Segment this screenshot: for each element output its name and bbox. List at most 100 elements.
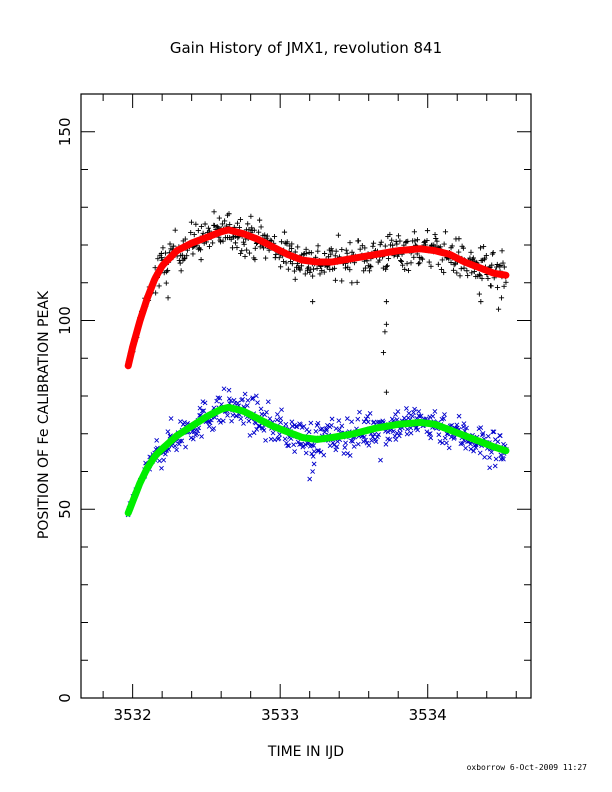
data-point-series-1	[485, 275, 491, 282]
data-point-series-1	[383, 263, 390, 270]
data-point-series-1	[283, 260, 289, 266]
data-point-series-2	[404, 431, 410, 437]
data-point-series-2	[315, 420, 321, 426]
data-point-series-1	[251, 227, 257, 233]
data-point-series-1	[449, 243, 455, 249]
data-point-series-1	[470, 255, 476, 261]
outlier-point-series-1	[495, 306, 502, 312]
data-point-series-2	[460, 441, 466, 446]
data-point-series-2	[217, 395, 223, 401]
data-point-series-1	[405, 238, 411, 244]
data-point-series-1	[278, 239, 285, 245]
data-point-series-2	[355, 416, 361, 422]
outlier-point-series-1	[310, 299, 316, 305]
data-point-series-2	[392, 433, 398, 439]
data-point-series-2	[415, 427, 421, 433]
data-point-series-1	[434, 238, 440, 244]
data-point-series-1	[451, 262, 457, 268]
data-point-series-2	[235, 400, 241, 406]
data-point-series-1	[499, 248, 505, 254]
data-point-series-2	[285, 443, 291, 448]
data-point-series-2	[220, 418, 226, 424]
data-point-series-2	[226, 396, 232, 402]
data-point-series-2	[478, 425, 484, 431]
data-point-series-1	[361, 268, 367, 274]
data-point-series-1	[188, 219, 195, 225]
data-point-series-1	[422, 238, 428, 245]
data-point-series-2	[491, 429, 497, 435]
data-point-series-2	[336, 418, 342, 424]
data-point-series-2	[283, 421, 289, 427]
data-point-series-1	[244, 247, 250, 253]
data-point-series-2	[199, 408, 205, 414]
data-point-series-1	[377, 257, 383, 263]
outlier-point-series-1	[380, 349, 387, 356]
fit-curve-1	[124, 226, 510, 370]
outlier-point-series-1	[383, 321, 390, 327]
data-point-series-2	[319, 426, 325, 432]
data-point-series-1	[411, 229, 418, 235]
data-point-series-1	[465, 272, 471, 279]
data-point-series-1	[281, 229, 288, 235]
data-point-series-2	[444, 440, 449, 446]
data-point-series-2	[234, 413, 239, 419]
data-point-series-2	[365, 419, 371, 425]
data-point-series-1	[237, 216, 244, 223]
y-tick-label: 100	[56, 306, 74, 335]
data-point-series-2	[442, 435, 448, 441]
outlier-point-series-2	[307, 476, 313, 482]
data-point-series-2	[313, 428, 319, 434]
data-point-series-2	[298, 422, 303, 428]
data-point-series-2	[387, 437, 393, 442]
data-point-series-1	[220, 238, 226, 244]
data-point-series-1	[219, 221, 226, 227]
data-point-series-1	[226, 211, 232, 217]
data-point-series-2	[316, 448, 322, 454]
data-point-series-2	[168, 416, 174, 421]
data-point-series-1	[354, 279, 360, 285]
data-point-series-2	[397, 430, 403, 436]
data-point-series-2	[363, 437, 369, 443]
data-point-series-2	[477, 450, 483, 456]
data-point-series-2	[279, 407, 284, 413]
data-point-series-1	[206, 243, 213, 250]
data-point-series-1	[239, 248, 245, 254]
data-point-series-2	[404, 406, 409, 411]
outlier-point-series-2	[487, 465, 493, 471]
data-point-series-1	[257, 217, 263, 223]
data-point-series-1	[214, 223, 220, 230]
data-point-series-2	[442, 412, 447, 417]
data-point-series-1	[229, 245, 236, 251]
data-point-series-2	[441, 416, 447, 422]
data-point-series-2	[211, 426, 217, 431]
data-point-series-2	[343, 440, 348, 446]
data-point-series-1	[172, 227, 178, 233]
data-point-series-1	[377, 242, 383, 248]
data-point-series-2	[195, 428, 201, 434]
data-marks	[124, 209, 510, 518]
data-point-series-1	[442, 229, 449, 235]
data-point-series-2	[278, 416, 284, 422]
data-point-series-1	[325, 254, 332, 260]
data-point-series-1	[359, 243, 365, 249]
data-point-series-1	[411, 254, 417, 260]
data-point-series-2	[333, 447, 339, 453]
data-point-series-2	[347, 453, 353, 458]
data-point-series-2	[253, 393, 259, 399]
data-point-series-2	[480, 432, 485, 438]
data-point-series-2	[390, 429, 396, 434]
data-point-series-1	[349, 280, 355, 286]
data-point-series-1	[481, 244, 487, 250]
data-point-series-2	[436, 432, 442, 438]
data-point-series-1	[301, 251, 307, 257]
data-point-series-2	[430, 413, 436, 419]
data-point-series-1	[285, 266, 291, 272]
data-point-series-1	[264, 233, 270, 239]
data-point-series-1	[211, 222, 217, 229]
data-point-series-2	[412, 406, 418, 412]
data-point-series-2	[339, 423, 345, 429]
data-point-series-1	[263, 255, 269, 261]
data-point-series-1	[191, 232, 197, 238]
data-point-series-2	[361, 419, 367, 425]
